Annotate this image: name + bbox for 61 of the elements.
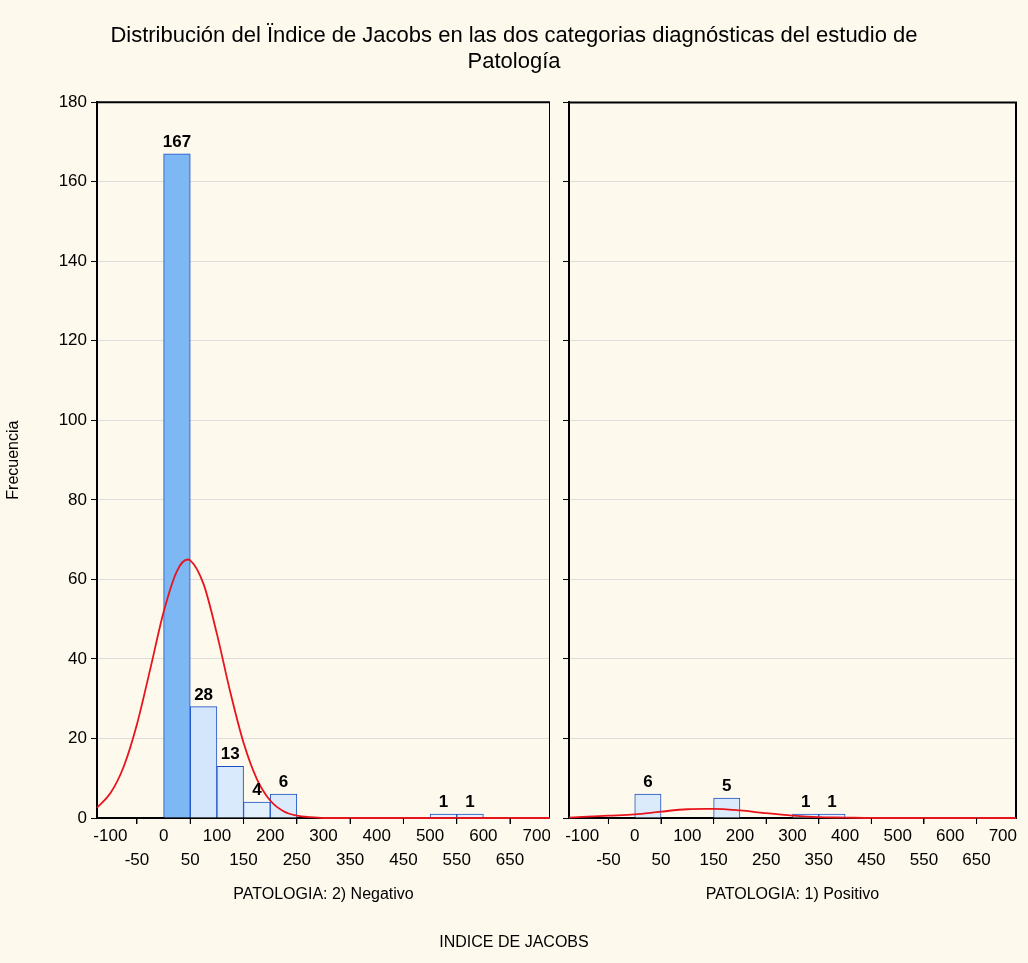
x2-tick-label: 350 xyxy=(335,850,365,870)
x-tick-label: 600 xyxy=(469,826,498,846)
data-label: 13 xyxy=(220,744,240,764)
x-axis-title: PATOLOGIA: 1) Positivo xyxy=(705,884,880,902)
y-tick-label: 160 xyxy=(58,171,87,191)
x2-tick-label: 450 xyxy=(389,850,418,870)
data-label: 1 xyxy=(800,792,811,812)
x2-tick-label: 150 xyxy=(699,850,728,870)
y-tick-label: 80 xyxy=(68,489,87,509)
y-tick-label: 20 xyxy=(68,728,87,748)
data-label: 5 xyxy=(722,776,732,796)
x-tick-label: 200 xyxy=(256,826,285,846)
x-tick-label: 500 xyxy=(883,826,912,846)
x-tick-label: 0 xyxy=(630,826,640,846)
x2-tick-label: 550 xyxy=(909,850,939,870)
x2-tick-label: 550 xyxy=(442,850,471,870)
chart-title: Distribución del Ïndice de Jacobs en las dos categorias diagnósticas del estudio de Patología xyxy=(109,22,919,74)
x-tick-label: 100 xyxy=(673,826,702,846)
y-axis-title: Frecuencia xyxy=(4,420,22,500)
x-tick-label: 100 xyxy=(202,826,232,846)
x2-tick-label: 650 xyxy=(495,850,525,870)
x-tick-label: -100 xyxy=(93,826,128,846)
data-label: 167 xyxy=(162,132,192,152)
x-tick-label: 600 xyxy=(936,826,965,846)
x-tick-label: 200 xyxy=(725,826,755,846)
x2-tick-label: 150 xyxy=(229,850,258,870)
x2-tick-label: -50 xyxy=(124,850,150,870)
y-tick-label: 120 xyxy=(58,330,87,350)
x-tick-label: 0 xyxy=(158,826,169,846)
x-tick-label: 400 xyxy=(830,826,860,846)
x2-tick-label: -50 xyxy=(596,850,621,870)
x2-tick-label: 250 xyxy=(752,850,781,870)
data-label: 6 xyxy=(278,772,289,792)
y-tick-label: 180 xyxy=(58,91,87,111)
y-tick-label: 40 xyxy=(68,648,87,668)
data-label: 6 xyxy=(643,772,653,792)
x2-tick-label: 50 xyxy=(180,850,200,870)
x2-tick-label: 450 xyxy=(857,850,886,870)
line-series xyxy=(96,558,550,819)
x2-tick-label: 250 xyxy=(282,850,312,870)
x2-tick-label: 50 xyxy=(651,850,671,870)
x-tick-label: 500 xyxy=(415,826,445,846)
x-tick-label: 300 xyxy=(778,826,807,846)
x2-tick-label: 350 xyxy=(804,850,833,870)
data-label: 1 xyxy=(438,792,449,812)
y-tick-label: 100 xyxy=(58,410,87,430)
data-label: 4 xyxy=(252,780,263,800)
data-label: 1 xyxy=(827,792,837,812)
data-label: 1 xyxy=(465,792,475,812)
text: INDICE DE JACOBS xyxy=(438,933,590,951)
x-tick-label: 400 xyxy=(362,826,391,846)
y-tick-label: 140 xyxy=(58,250,87,270)
y-tick-label: 0 xyxy=(77,807,87,827)
x-tick-label: -100 xyxy=(565,826,600,846)
x2-tick-label: 650 xyxy=(962,850,991,870)
y-tick-label: 60 xyxy=(68,569,87,589)
data-label: 28 xyxy=(194,684,214,704)
x-axis-title: PATOLOGIA: 2) Negativo xyxy=(233,884,414,902)
x-tick-label: 700 xyxy=(522,826,551,846)
x-tick-label: 700 xyxy=(988,826,1018,846)
x-tick-label: 300 xyxy=(309,826,338,846)
